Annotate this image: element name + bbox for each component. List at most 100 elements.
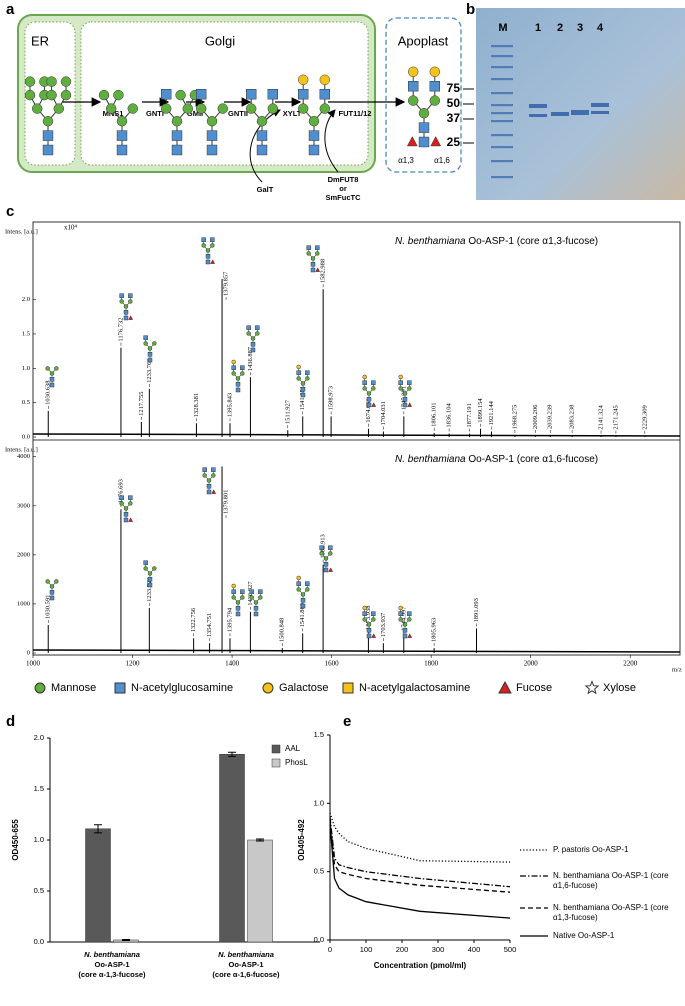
sample-band (529, 114, 547, 117)
glycan-residue (175, 89, 186, 101)
enzyme-arrow (324, 109, 339, 173)
glycan-residue (418, 108, 430, 119)
x-tick-label: 200 (396, 945, 409, 954)
apoplast-box (385, 17, 462, 173)
glycan-residue (206, 484, 212, 489)
ladder-band (491, 160, 513, 163)
peak-label: 1217.755 (138, 392, 145, 416)
glycan-residue (143, 335, 148, 340)
glycan-icon (98, 89, 139, 156)
glycan-residue (328, 551, 333, 556)
peak-label: 1500.848 (279, 618, 286, 642)
glycan-residue (300, 592, 306, 597)
x-tick-label: 2000 (524, 660, 539, 668)
peak-label: 1921.144 (488, 400, 495, 425)
glycan-residue (429, 95, 440, 106)
glycan-residue (54, 366, 59, 371)
glycan-residue (402, 628, 408, 633)
glycan-residue (305, 581, 310, 586)
legend-symbol (34, 682, 46, 694)
glycan-residue (362, 617, 367, 622)
glycan-residue (116, 130, 128, 141)
glycan-residue (246, 103, 257, 114)
glycan-residue (147, 571, 153, 576)
glycan-residue (319, 545, 324, 550)
spectrum-title-species: N. benthamiana (395, 454, 466, 465)
glycan-residue (235, 387, 241, 393)
peak-label: 1877.191 (466, 403, 473, 427)
glycan-residue (32, 103, 43, 114)
legend-swatch (271, 758, 281, 768)
glycan-residue (362, 605, 367, 611)
peak-label: 1511.927 (284, 399, 291, 424)
spectrum-title: N. benthamiana Oo-ASP-1 (core α1,3-fucos… (395, 236, 598, 247)
series-line (329, 819, 511, 893)
glycan-residue (205, 248, 211, 253)
glycan-residue (235, 606, 241, 611)
legend-label: N. benthamiana Oo-ASP-1 (core α1,3-fucos… (553, 903, 669, 922)
x-tick-label: (core α-1,6-fucose) (212, 970, 280, 979)
legend-symbol (498, 680, 512, 694)
glycan-residue (315, 267, 321, 272)
sample-band (529, 104, 547, 108)
golgi-box (80, 21, 369, 166)
glycan-icon (246, 89, 279, 156)
glycan-residue (310, 262, 316, 267)
glycan-residue (127, 103, 139, 114)
glycan-residue (402, 391, 408, 396)
glycan-icon (398, 374, 413, 408)
glycan-residue (152, 566, 157, 571)
peak-label: 2141.324 (598, 405, 605, 430)
marker-label: 37 (447, 111, 461, 125)
spectrum-title-species: N. benthamiana (395, 236, 466, 247)
peak-label: 2229.309 (641, 405, 648, 429)
glycan-residue (196, 89, 207, 100)
legend-symbol (262, 682, 274, 694)
enzyme-label: or (339, 184, 347, 193)
legend-swatch (271, 744, 281, 754)
glycan-residue (147, 357, 153, 363)
glycan-residue (371, 380, 376, 385)
panel-label: a (6, 1, 15, 18)
glycan-residue (298, 103, 309, 114)
compartment-label: Golgi (205, 33, 235, 48)
marker-label: 50 (447, 96, 461, 110)
glycan-residue (210, 259, 216, 264)
enzyme-label: GNTII (228, 109, 248, 118)
glycan-residue (300, 381, 306, 386)
glycan-residue (371, 611, 376, 616)
glycan-residue (45, 366, 50, 371)
peak-label: 1233.763 (146, 359, 153, 383)
glycan-residue (371, 617, 376, 622)
glycan-residue (328, 545, 333, 550)
panel-label: c (6, 203, 14, 220)
glycan-residue (366, 628, 372, 633)
glycan-residue (240, 589, 245, 594)
glycan-residue (305, 376, 310, 381)
glycan-residue (267, 89, 279, 100)
y-tick-label: 4000 (17, 453, 30, 460)
glycan-residue (116, 116, 128, 127)
peak-label: 1582.988 (320, 259, 327, 283)
glycan-residue (246, 325, 251, 330)
glycan-residue (371, 386, 376, 391)
y-axis-label: Intens. [a.u.] (5, 228, 38, 235)
glycan-residue (128, 517, 134, 522)
glycan-residue (407, 402, 413, 407)
glycan-residue (210, 243, 215, 248)
glycan-residue (240, 365, 245, 370)
glycan-residue (46, 89, 57, 101)
peak-label: 1176.693 (117, 479, 124, 503)
glycan-residue (206, 144, 218, 156)
error-bar (256, 838, 264, 842)
peak-label: 1968.275 (511, 405, 518, 429)
x-tick-label: 1200 (126, 660, 141, 668)
enzyme-label: SmFucTC (325, 193, 361, 202)
peak-label: 1322.756 (190, 607, 197, 632)
glycan-residue (206, 130, 218, 141)
glycan-icon (246, 325, 260, 353)
lane-label: 1 (535, 22, 541, 34)
x-tick-label: 1800 (424, 660, 439, 668)
glycan-residue (128, 495, 133, 500)
